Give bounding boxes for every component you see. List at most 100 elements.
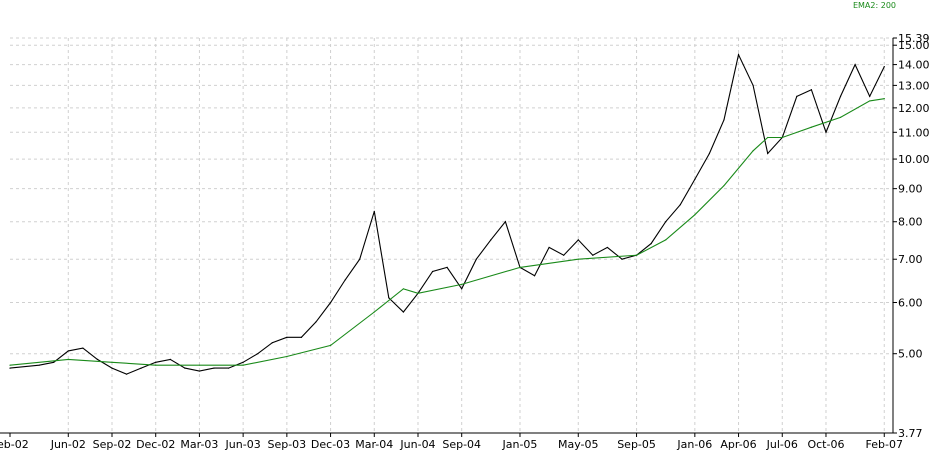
ema-point (329, 344, 332, 347)
ema-point (752, 150, 754, 152)
ema-point (402, 288, 405, 290)
price-point (155, 361, 157, 363)
price-point (650, 243, 652, 245)
ema-point (155, 364, 157, 366)
x-tick-label: Feb-02 (0, 438, 29, 451)
price-point (359, 258, 361, 260)
price-point (388, 297, 390, 299)
price-point (315, 321, 317, 323)
ema-point (111, 361, 113, 363)
price-point (300, 336, 303, 338)
y-tick-label: 8.00 (898, 216, 923, 229)
price-series-line (9, 53, 885, 375)
price-point (563, 254, 565, 256)
y-tick-label: 12.00 (898, 102, 930, 115)
price-point (96, 358, 99, 360)
price-point (184, 367, 186, 369)
price-point (665, 221, 667, 223)
price-point (257, 353, 259, 355)
price-point (111, 367, 113, 369)
price-point (504, 221, 507, 223)
x-tick-label: Sep-03 (267, 438, 306, 451)
x-tick-label: Jun-02 (50, 438, 86, 451)
price-point (796, 95, 798, 98)
x-tick-label: Oct-06 (807, 438, 844, 451)
ema-point (869, 100, 871, 102)
x-tick-label: Sep-04 (442, 438, 481, 451)
price-point (82, 347, 84, 349)
ema-point (417, 292, 419, 294)
ema-legend-label: EMA2: 200 (852, 1, 896, 10)
price-point (446, 266, 448, 268)
price-point (606, 246, 609, 249)
price-point (140, 367, 142, 369)
y-tick-label: 11.00 (898, 126, 930, 139)
price-point (883, 65, 885, 68)
x-tick-label: Dec-03 (311, 438, 350, 451)
price-point (708, 152, 711, 155)
price-point (431, 270, 434, 273)
price-point (461, 288, 463, 290)
y-tick-label: 3.77 (898, 427, 923, 440)
price-point (329, 301, 332, 304)
y-tick-label: 9.00 (898, 183, 923, 196)
price-point (373, 210, 375, 212)
price-point (475, 258, 477, 260)
ema-point (810, 126, 813, 128)
price-point (53, 361, 55, 363)
x-tick-label: Jan-05 (502, 438, 538, 451)
ema-point (665, 239, 667, 241)
price-point (344, 279, 346, 281)
price-point (198, 370, 201, 372)
price-point (679, 204, 681, 206)
price-point (9, 367, 11, 369)
ema-point (242, 364, 244, 366)
price-point (271, 342, 273, 344)
price-point (854, 63, 856, 66)
ema-point (373, 311, 375, 313)
y-tick-label: 15.39 (898, 32, 930, 45)
price-point (125, 373, 128, 375)
y-tick-label: 5.00 (898, 348, 923, 361)
ema-point (9, 364, 11, 366)
x-tick-label: Mar-03 (180, 438, 218, 451)
price-point (723, 119, 725, 121)
x-tick-label: Jul-06 (766, 438, 798, 451)
ema-point (67, 358, 69, 360)
price-point (577, 239, 579, 241)
price-point (621, 258, 623, 260)
x-tick-label: Feb-07 (866, 438, 903, 451)
price-point (869, 95, 871, 98)
y-tick-label: 10.00 (898, 153, 930, 166)
price-point (286, 336, 288, 338)
price-point (767, 152, 769, 155)
ema-point (883, 98, 885, 100)
x-tick-label: Jun-04 (399, 438, 435, 451)
price-point (533, 275, 536, 277)
price-point (402, 311, 405, 313)
ema-point (198, 364, 201, 366)
price-point (752, 84, 754, 86)
y-tick-label: 15.00 (898, 39, 930, 52)
price-point (825, 131, 827, 133)
x-tick-label: Sep-02 (93, 438, 132, 451)
x-tick-label: May-05 (558, 438, 599, 451)
x-tick-label: Mar-04 (355, 438, 393, 451)
price-point (227, 367, 230, 369)
price-point (737, 54, 740, 56)
y-tick-label: 7.00 (898, 253, 923, 266)
grid (10, 37, 893, 434)
ema-series-line (9, 98, 885, 366)
price-point (810, 89, 813, 91)
price-point (38, 364, 40, 366)
y-tick-label: 6.00 (898, 297, 923, 310)
ema-point (519, 266, 521, 268)
y-tick-label: 13.00 (898, 79, 930, 92)
price-point (839, 95, 842, 98)
price-point (490, 239, 492, 241)
price-point (169, 358, 171, 360)
ema-point (577, 258, 579, 260)
ema-point (781, 136, 783, 139)
